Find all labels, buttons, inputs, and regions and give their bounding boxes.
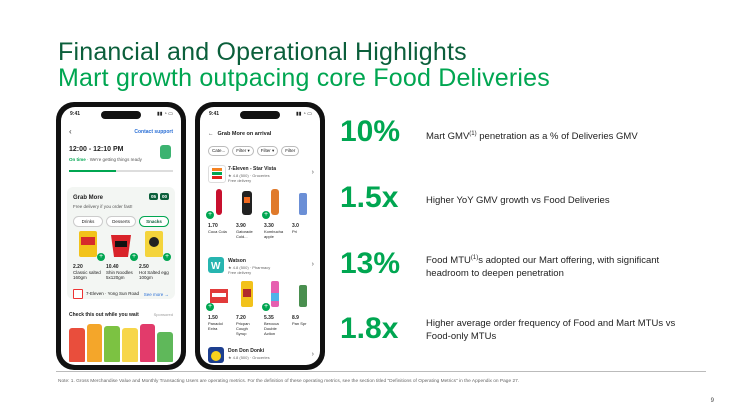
filter-chip[interactable]: Filter ▾ xyxy=(256,146,279,156)
product-gatorade-image[interactable] xyxy=(236,187,258,217)
see-more-link[interactable]: See more → xyxy=(143,291,169,297)
slide-subtitle: Mart growth outpacing core Food Deliveri… xyxy=(58,64,550,92)
phone-notch xyxy=(240,111,280,119)
stat-value-mart-gmv: 10% xyxy=(340,115,401,148)
phone-screen: 9:41 ▮▮ ◔ ▭ ← Grab More on arrival Cate..… xyxy=(200,107,320,365)
chevron-right-icon[interactable]: › xyxy=(311,351,314,358)
store-meta: ★ 4.8 (500) · Groceries xyxy=(228,355,270,360)
product-price-item: 2.20 Classic salted 160gm xyxy=(73,264,101,280)
delivery-progress-bar xyxy=(69,170,173,172)
filter-chip[interactable]: Cate... xyxy=(208,146,230,156)
product-price-item: 10.40 Shin Noodles 5x120gm xyxy=(106,264,133,280)
product-coca-cola-image[interactable]: + xyxy=(206,187,230,219)
product-kombucha-image[interactable]: + xyxy=(262,187,286,219)
promo-drinks-banner[interactable] xyxy=(69,322,174,362)
product-berocca-image[interactable]: + xyxy=(262,279,286,311)
product-price-item: 5.35 Berocca Double Action xyxy=(264,315,279,336)
product-price-item: 1.70 Coca Cola xyxy=(208,223,227,234)
store-name: Don Don Donki xyxy=(228,348,265,354)
seven-eleven-logo-icon xyxy=(73,289,83,299)
store-name: 7-Eleven - Star Vista xyxy=(228,166,276,172)
product-price-item: 3.90 Gatorade Cold... xyxy=(236,223,253,239)
stat-description-food-mtu: Food MTU(1)s adopted our Mart offering, … xyxy=(426,255,660,280)
stat-value-order-frequency: 1.8x xyxy=(340,312,399,345)
product-panadol-image[interactable]: + xyxy=(206,279,230,311)
filter-chip[interactable]: Filter ▾ xyxy=(232,146,254,156)
delivery-window: 12:00 - 12:10 PM xyxy=(69,146,124,153)
status-icons: ▮▮ ◔ ▭ xyxy=(156,111,173,117)
svg-text:W: W xyxy=(211,261,221,272)
store-section-watson[interactable]: W Watson ★ 4.8 (500) · Pharmacy Free deli… xyxy=(206,257,314,337)
product-chips-image[interactable]: + xyxy=(73,229,105,261)
grab-more-title: Grab More xyxy=(73,195,104,201)
product-price-item: 3.0 Pri xyxy=(292,223,299,234)
stat-value-gmv-growth: 1.5x xyxy=(340,181,399,214)
add-icon[interactable]: + xyxy=(262,303,270,311)
stat-description-order-frequency: Higher average order frequency of Food a… xyxy=(426,318,676,342)
store-meta: ★ 4.8 (500) · Groceries Free delivery xyxy=(228,173,270,183)
screen-header: ← Grab More on arrival xyxy=(208,131,272,137)
status-icons: ▮▮ ◔ ▭ xyxy=(295,111,312,117)
store-name: Watson xyxy=(228,258,246,264)
stat-description-gmv-growth: Higher YoY GMV growth vs Food Deliveries xyxy=(426,195,610,206)
store-section-7-eleven[interactable]: 7-Eleven - Star Vista ★ 4.8 (500) · Groc… xyxy=(206,165,314,245)
seven-eleven-logo-icon xyxy=(208,165,226,183)
countdown-timer: 05 00 xyxy=(148,193,169,200)
store-section-don-don-donki[interactable]: Don Don Donki ★ 4.8 (500) · Groceries › xyxy=(208,347,314,365)
product-price-item: 3.30 Kombucha apple xyxy=(264,223,284,239)
store-meta: ★ 4.8 (500) · Pharmacy Free delivery xyxy=(228,265,271,275)
slide-title: Financial and Operational Highlights xyxy=(58,38,467,66)
product-price-item: 7.20 Pricpan Cough Syrup xyxy=(236,315,250,336)
product-noodles-image[interactable]: + xyxy=(106,229,138,261)
add-icon[interactable]: + xyxy=(262,211,270,219)
product-partial-image[interactable] xyxy=(292,187,314,217)
shopping-bag-icon xyxy=(160,145,171,159)
grab-more-subtitle: Free delivery if you order fast! xyxy=(73,204,133,209)
footer-divider xyxy=(56,371,706,372)
stat-description-mart-gmv: Mart GMV(1) penetration as a % of Delive… xyxy=(426,131,638,143)
check-out-header: Check this out while you wait Sponsored xyxy=(69,312,173,318)
back-arrow-icon[interactable]: ‹ xyxy=(69,127,72,136)
phone-mockup-store-listing: 9:41 ▮▮ ◔ ▭ ← Grab More on arrival Cate..… xyxy=(195,102,325,370)
store-name: 7-Eleven · Yong Sun Road xyxy=(73,289,139,299)
tab-snacks[interactable]: Snacks xyxy=(139,216,169,227)
status-time: 9:41 xyxy=(209,111,220,117)
tab-drinks[interactable]: Drinks xyxy=(73,216,103,227)
back-arrow-icon[interactable]: ← xyxy=(208,131,214,137)
on-time-status: On time · We're getting things ready xyxy=(69,157,142,162)
product-partial-image[interactable] xyxy=(292,279,314,309)
filter-chip[interactable]: Filter xyxy=(281,146,300,156)
watsons-logo-icon: W xyxy=(208,257,224,273)
phone-screen: 9:41 ▮▮ ◔ ▭ ‹ Contact support 12:00 - 12… xyxy=(61,107,181,365)
product-cough-syrup-image[interactable] xyxy=(236,279,258,309)
product-price-item: 8.9 Pan Spr xyxy=(292,315,307,326)
chevron-right-icon[interactable]: › xyxy=(311,261,314,268)
product-price-item: 2.50 Hot Salted egg 100gm xyxy=(139,264,169,280)
chevron-right-icon[interactable]: › xyxy=(311,169,314,176)
add-icon[interactable]: + xyxy=(206,303,214,311)
add-icon[interactable]: + xyxy=(97,253,105,261)
add-icon[interactable]: + xyxy=(163,253,171,261)
product-salted-egg-image[interactable]: + xyxy=(139,229,171,261)
phone-mockup-order-tracking: 9:41 ▮▮ ◔ ▭ ‹ Contact support 12:00 - 12… xyxy=(56,102,186,370)
add-icon[interactable]: + xyxy=(206,211,214,219)
contact-support-link[interactable]: Contact support xyxy=(134,128,173,135)
add-icon[interactable]: + xyxy=(130,253,138,261)
phone-notch xyxy=(101,111,141,119)
page-number: 9 xyxy=(710,398,714,404)
product-price-item: 1.50 Panadol Extra xyxy=(208,315,223,331)
donki-logo-icon xyxy=(208,347,224,363)
stat-value-food-mtu: 13% xyxy=(340,247,401,280)
footnote: Note: 1. Gross Merchandise Value and Mon… xyxy=(58,379,520,384)
tab-desserts[interactable]: Desserts xyxy=(106,216,136,227)
status-time: 9:41 xyxy=(70,111,81,117)
